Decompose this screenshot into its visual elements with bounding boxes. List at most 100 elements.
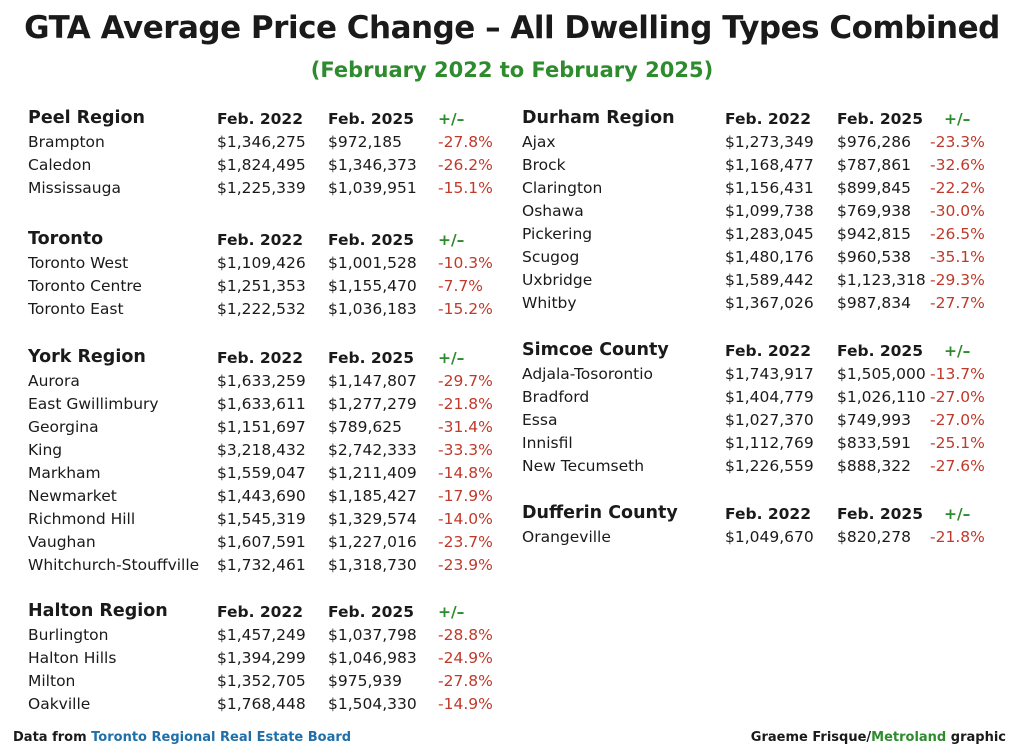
region-name: York Region bbox=[28, 347, 146, 367]
table-row: Burlington $1,457,249 $1,037,798 -28.8% bbox=[28, 626, 498, 649]
table-row: Adjala-Tosorontio $1,743,917 $1,505,000 -13… bbox=[522, 365, 1002, 388]
price-change: -10.3% bbox=[438, 254, 493, 272]
price-feb-2025: $1,346,373 bbox=[328, 156, 417, 174]
municipality-name: Ajax bbox=[522, 133, 556, 151]
graphic-credit: Graeme Frisque/Metroland graphic bbox=[751, 730, 1006, 745]
price-feb-2025: $1,505,000 bbox=[837, 365, 926, 383]
price-feb-2022: $1,480,176 bbox=[725, 248, 814, 266]
column-header-2022: Feb. 2022 bbox=[217, 231, 303, 249]
price-feb-2022: $1,112,769 bbox=[725, 434, 814, 452]
credit-suffix: graphic bbox=[946, 730, 1006, 745]
table-row: Essa $1,027,370 $749,993 -27.0% bbox=[522, 411, 1002, 434]
price-change: -14.8% bbox=[438, 464, 493, 482]
price-feb-2025: $787,861 bbox=[837, 156, 911, 174]
price-change: -14.9% bbox=[438, 695, 493, 713]
price-feb-2022: $1,732,461 bbox=[217, 556, 306, 574]
price-feb-2025: $1,211,409 bbox=[328, 464, 417, 482]
price-feb-2022: $1,545,319 bbox=[217, 510, 306, 528]
table-row: Clarington $1,156,431 $899,845 -22.2% bbox=[522, 179, 1002, 202]
table-row: Innisfil $1,112,769 $833,591 -25.1% bbox=[522, 434, 1002, 457]
column-header-2022: Feb. 2022 bbox=[217, 349, 303, 367]
column-header-change: +/– bbox=[944, 342, 971, 360]
table-row: East Gwillimbury $1,633,611 $1,277,279 -21.… bbox=[28, 395, 498, 418]
region-header: Simcoe County Feb. 2022 Feb. 2025 +/– bbox=[522, 340, 1002, 365]
region-name: Durham Region bbox=[522, 108, 675, 128]
price-change: -29.3% bbox=[930, 271, 985, 289]
price-change: -22.2% bbox=[930, 179, 985, 197]
price-feb-2022: $1,824,495 bbox=[217, 156, 306, 174]
column-header-2022: Feb. 2022 bbox=[725, 342, 811, 360]
price-feb-2022: $1,633,259 bbox=[217, 372, 306, 390]
region-header: Halton Region Feb. 2022 Feb. 2025 +/– bbox=[28, 601, 498, 626]
price-change: -26.2% bbox=[438, 156, 493, 174]
price-change: -15.1% bbox=[438, 179, 493, 197]
price-feb-2022: $1,633,611 bbox=[217, 395, 306, 413]
municipality-name: East Gwillimbury bbox=[28, 395, 159, 413]
price-feb-2022: $1,404,779 bbox=[725, 388, 814, 406]
table-row: Uxbridge $1,589,442 $1,123,318 -29.3% bbox=[522, 271, 1002, 294]
credit-name: Graeme Frisque/ bbox=[750, 730, 872, 745]
price-change: -26.5% bbox=[930, 225, 985, 243]
municipality-name: Halton Hills bbox=[28, 649, 117, 667]
table-row: New Tecumseth $1,226,559 $888,322 -27.6% bbox=[522, 457, 1002, 480]
table-row: Bradford $1,404,779 $1,026,110 -27.0% bbox=[522, 388, 1002, 411]
table-row: Georgina $1,151,697 $789,625 -31.4% bbox=[28, 418, 498, 441]
price-change: -21.8% bbox=[438, 395, 493, 413]
price-feb-2022: $1,251,353 bbox=[217, 277, 306, 295]
column-header-2022: Feb. 2022 bbox=[217, 603, 303, 621]
table-row: Brampton $1,346,275 $972,185 -27.8% bbox=[28, 133, 498, 156]
price-feb-2025: $749,993 bbox=[837, 411, 911, 429]
column-header-2025: Feb. 2025 bbox=[328, 349, 414, 367]
price-feb-2025: $820,278 bbox=[837, 528, 911, 546]
municipality-name: Brock bbox=[522, 156, 566, 174]
table-row: Aurora $1,633,259 $1,147,807 -29.7% bbox=[28, 372, 498, 395]
price-feb-2022: $1,109,426 bbox=[217, 254, 306, 272]
price-feb-2022: $1,027,370 bbox=[725, 411, 814, 429]
municipality-name: Innisfil bbox=[522, 434, 573, 452]
price-feb-2022: $1,226,559 bbox=[725, 457, 814, 475]
source-prefix: Data from bbox=[13, 730, 92, 745]
region-header: Dufferin County Feb. 2022 Feb. 2025 +/– bbox=[522, 503, 1002, 528]
table-row: Toronto Centre $1,251,353 $1,155,470 -7.7% bbox=[28, 277, 498, 300]
price-feb-2025: $1,039,951 bbox=[328, 179, 417, 197]
price-feb-2022: $1,607,591 bbox=[217, 533, 306, 551]
price-feb-2025: $1,227,016 bbox=[328, 533, 417, 551]
price-feb-2022: $1,225,339 bbox=[217, 179, 306, 197]
page-title: GTA Average Price Change – All Dwelling … bbox=[24, 10, 1000, 46]
price-feb-2025: $987,834 bbox=[837, 294, 911, 312]
table-row: Toronto West $1,109,426 $1,001,528 -10.3% bbox=[28, 254, 498, 277]
region-section: Halton Region Feb. 2022 Feb. 2025 +/– Burlin… bbox=[28, 601, 498, 718]
region-header: York Region Feb. 2022 Feb. 2025 +/– bbox=[28, 347, 498, 372]
municipality-name: Georgina bbox=[28, 418, 99, 436]
price-change: -33.3% bbox=[438, 441, 493, 459]
column-header-2022: Feb. 2022 bbox=[217, 110, 303, 128]
source-credit: Data from Toronto Regional Real Estate B… bbox=[13, 730, 351, 745]
table-row: Richmond Hill $1,545,319 $1,329,574 -14.0% bbox=[28, 510, 498, 533]
page-subtitle: (February 2022 to February 2025) bbox=[310, 58, 714, 82]
price-feb-2025: $1,504,330 bbox=[328, 695, 417, 713]
table-row: Mississauga $1,225,339 $1,039,951 -15.1% bbox=[28, 179, 498, 202]
table-row: Oshawa $1,099,738 $769,938 -30.0% bbox=[522, 202, 1002, 225]
price-change: -23.3% bbox=[930, 133, 985, 151]
price-feb-2022: $1,768,448 bbox=[217, 695, 306, 713]
price-change: -14.0% bbox=[438, 510, 493, 528]
price-feb-2022: $1,151,697 bbox=[217, 418, 306, 436]
municipality-name: New Tecumseth bbox=[522, 457, 645, 475]
table-row: Oakville $1,768,448 $1,504,330 -14.9% bbox=[28, 695, 498, 718]
price-change: -27.0% bbox=[930, 388, 985, 406]
region-name: Peel Region bbox=[28, 108, 146, 128]
price-feb-2025: $1,147,807 bbox=[328, 372, 417, 390]
region-section: Toronto Feb. 2022 Feb. 2025 +/– Toronto West… bbox=[28, 229, 498, 323]
municipality-name: Orangeville bbox=[522, 528, 611, 546]
price-change: -23.9% bbox=[438, 556, 493, 574]
municipality-name: Milton bbox=[28, 672, 76, 690]
price-change: -27.8% bbox=[438, 133, 493, 151]
table-row: King $3,218,432 $2,742,333 -33.3% bbox=[28, 441, 498, 464]
municipality-name: Clarington bbox=[522, 179, 603, 197]
price-change: -15.2% bbox=[438, 300, 493, 318]
column-header-2022: Feb. 2022 bbox=[725, 110, 811, 128]
column-header-2025: Feb. 2025 bbox=[328, 110, 414, 128]
price-change: -27.8% bbox=[438, 672, 493, 690]
price-feb-2022: $1,394,299 bbox=[217, 649, 306, 667]
price-feb-2025: $1,155,470 bbox=[328, 277, 417, 295]
